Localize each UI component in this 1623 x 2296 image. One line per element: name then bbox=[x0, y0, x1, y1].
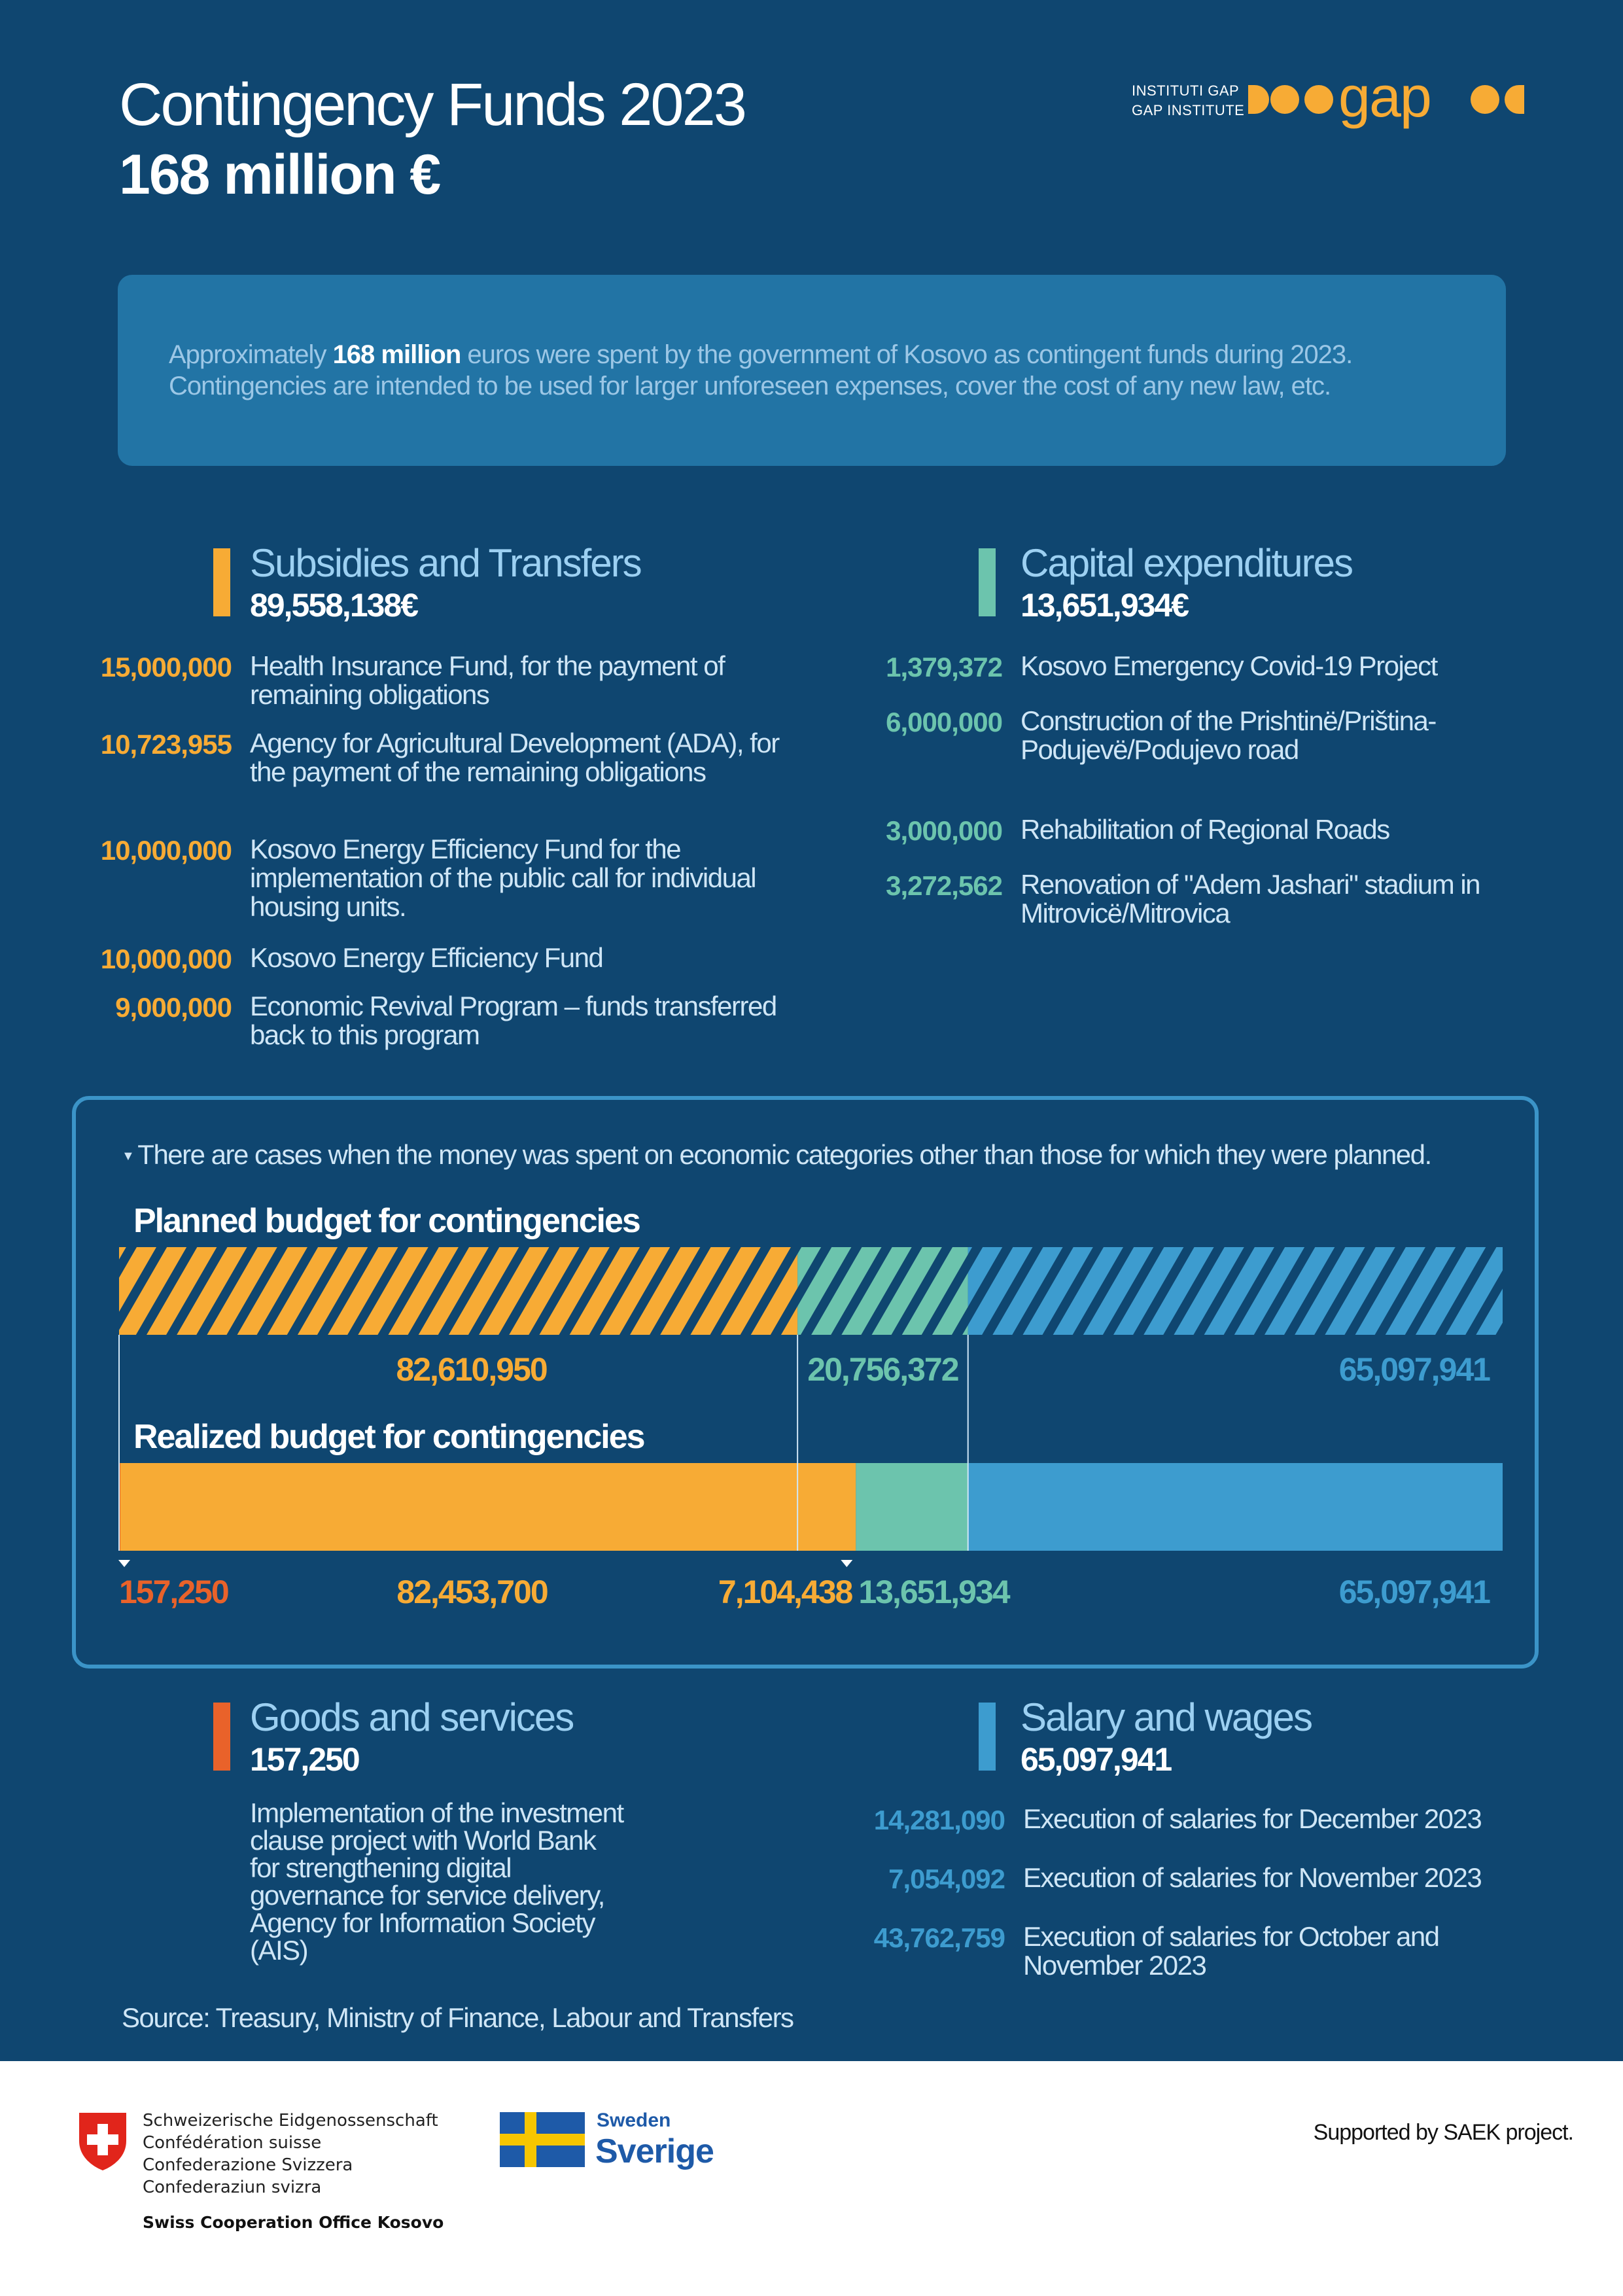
subsidies-title: Subsidies and Transfers bbox=[250, 541, 642, 585]
sverige-label: Sverige bbox=[595, 2132, 714, 2170]
realized-bar-segment bbox=[968, 1463, 1503, 1551]
item-amount: 1,379,372 bbox=[886, 652, 1003, 682]
logo-line-2: GAP INSTITUTE bbox=[1132, 102, 1245, 118]
realized-bar-segment bbox=[120, 1463, 798, 1551]
item-amount: 10,000,000 bbox=[100, 944, 232, 974]
pointer-icon bbox=[841, 1560, 853, 1567]
item-amount: 10,723,955 bbox=[100, 729, 232, 760]
intro-panel: Approximately 168 million euros were spe… bbox=[118, 275, 1506, 466]
item-text: Execution of salaries for December 2023 bbox=[1023, 1803, 1482, 1834]
infographic-body: Contingency Funds 2023 168 million € INS… bbox=[0, 0, 1623, 2061]
subsidies-total: 89,558,138€ bbox=[250, 587, 419, 624]
pointer-icon bbox=[118, 1560, 130, 1567]
footer: Schweizerische Eidgenossenschaft Confédé… bbox=[0, 2061, 1623, 2296]
item-amount: 3,272,562 bbox=[886, 870, 1003, 901]
swiss-confederation-text: Schweizerische Eidgenossenschaft Confédé… bbox=[143, 2111, 438, 2197]
swiss-office-label: Swiss Cooperation Office Kosovo bbox=[143, 2213, 444, 2232]
item-text: Kosovo Energy Efficiency Fund for the im… bbox=[250, 834, 757, 922]
item-amount: 6,000,000 bbox=[886, 707, 1003, 737]
budget-comparison-box: ▼ There are cases when the money was spen… bbox=[72, 1096, 1539, 1669]
item-text: Renovation of "Adem Jashari" stadium in … bbox=[1021, 869, 1481, 928]
item-text: Construction of the Prishtinë/Priština-P… bbox=[1021, 705, 1437, 765]
item-amount: 9,000,000 bbox=[115, 992, 232, 1023]
realized-value-label: 65,097,941 bbox=[1339, 1574, 1490, 1610]
planned-budget-title: Planned budget for contingencies bbox=[133, 1202, 641, 1240]
source-note: Source: Treasury, Ministry of Finance, L… bbox=[122, 2002, 794, 2033]
item-text: Health Insurance Fund, for the payment o… bbox=[250, 650, 725, 710]
item-text: Economic Revival Program – funds transfe… bbox=[250, 991, 777, 1050]
planned-bar-segment bbox=[119, 1247, 798, 1335]
realized-value-label: 7,104,438 bbox=[718, 1574, 853, 1610]
page-title: Contingency Funds 2023 bbox=[119, 71, 747, 138]
swiss-coat-of-arms-icon bbox=[79, 2113, 126, 2171]
realized-value-label: 13,651,934 bbox=[858, 1574, 1010, 1610]
item-amount: 3,000,000 bbox=[886, 815, 1003, 846]
note-text: ▼ There are cases when the money was spen… bbox=[122, 1139, 1432, 1170]
item-amount: 15,000,000 bbox=[100, 652, 232, 682]
budget-bar-chart: 82,610,950 20,756,372 65,097,941 157,250 82,… bbox=[118, 1247, 1503, 1610]
capital-total: 13,651,934€ bbox=[1021, 587, 1189, 624]
page-subtitle: 168 million € bbox=[119, 143, 441, 206]
item-amount: 7,054,092 bbox=[888, 1863, 1005, 1894]
sweden-label: Sweden bbox=[597, 2110, 671, 2131]
capital-color-bar bbox=[979, 548, 996, 616]
planned-bar-segment bbox=[968, 1247, 1503, 1335]
capital-title: Capital expenditures bbox=[1021, 541, 1353, 585]
item-text: Kosovo Emergency Covid-19 Project bbox=[1021, 650, 1438, 681]
realized-budget-title: Realized budget for contingencies bbox=[133, 1418, 646, 1456]
realized-value-label: 82,453,700 bbox=[396, 1574, 547, 1610]
item-text: Kosovo Energy Efficiency Fund bbox=[250, 942, 604, 973]
subsidies-color-bar bbox=[213, 548, 230, 616]
item-text: Agency for Agricultural Development (ADA… bbox=[250, 728, 780, 787]
goods-color-bar bbox=[213, 1703, 230, 1771]
goods-total: 157,250 bbox=[250, 1741, 360, 1778]
planned-value-label: 20,756,372 bbox=[807, 1351, 958, 1388]
salary-total: 65,097,941 bbox=[1021, 1741, 1172, 1778]
salary-title: Salary and wages bbox=[1021, 1695, 1313, 1739]
sweden-flag-icon bbox=[500, 2112, 585, 2167]
planned-value-label: 65,097,941 bbox=[1339, 1351, 1490, 1388]
goods-title: Goods and services bbox=[250, 1695, 574, 1739]
supported-by-text: Supported by SAEK project. bbox=[1313, 2120, 1574, 2145]
logo-line-1: INSTITUTI GAP bbox=[1132, 82, 1240, 99]
salary-color-bar bbox=[979, 1703, 996, 1771]
planned-bar-segment bbox=[797, 1247, 968, 1335]
intro-text: Approximately 168 million euros were spe… bbox=[169, 340, 1353, 400]
logo-wordmark: gap bbox=[1338, 77, 1431, 129]
item-text: Execution of salaries for October and No… bbox=[1023, 1921, 1440, 1981]
goods-description: Implementation of the investment clause … bbox=[250, 1797, 624, 1966]
realized-value-label: 157,250 bbox=[119, 1574, 228, 1610]
planned-value-label: 82,610,950 bbox=[396, 1351, 546, 1388]
intro-highlight: 168 million bbox=[332, 340, 462, 369]
item-text: Execution of salaries for November 2023 bbox=[1023, 1862, 1482, 1893]
item-amount: 10,000,000 bbox=[100, 835, 232, 866]
realized-bar-segment bbox=[856, 1463, 968, 1551]
gap-logo-mark-icon: gap bbox=[1248, 77, 1524, 129]
note-arrow-icon: ▼ bbox=[122, 1149, 135, 1164]
item-amount: 14,281,090 bbox=[873, 1805, 1005, 1835]
realized-bar-segment bbox=[797, 1463, 856, 1551]
item-amount: 43,762,759 bbox=[873, 1922, 1005, 1953]
item-text: Rehabilitation of Regional Roads bbox=[1021, 814, 1390, 845]
gap-institute-logo: INSTITUTI GAP GAP INSTITUTE gap bbox=[1132, 77, 1524, 136]
